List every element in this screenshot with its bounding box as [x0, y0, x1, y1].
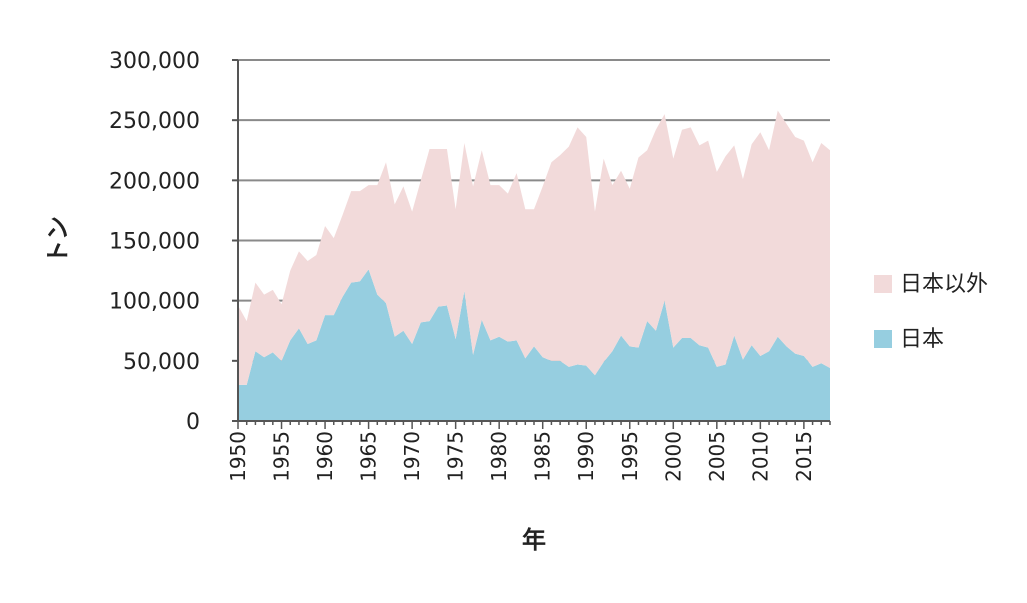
- x-axis-ticks: 1950 1955 1960 1965 1970 1975 1980 1985 1990 1995…: [226, 421, 831, 482]
- x-axis-title: 年: [522, 526, 546, 554]
- x-tick-label: 1950: [226, 431, 250, 482]
- x-tick-label: 1990: [574, 431, 598, 482]
- legend-label-non-japan: 日本以外: [900, 272, 988, 297]
- y-tick-label: 50,000: [123, 350, 200, 375]
- x-tick-label: 1980: [487, 431, 511, 482]
- y-tick-label: 150,000: [109, 230, 200, 255]
- plot-areas: [238, 110, 830, 421]
- x-tick-label: 1995: [618, 431, 642, 482]
- legend-item-japan: 日本: [874, 327, 944, 352]
- x-tick-label: 2015: [792, 431, 816, 482]
- y-axis-ticks: 0 50,000 100,000 150,000 200,000 250,000 300,0…: [109, 49, 238, 435]
- x-tick-label: 1960: [313, 431, 337, 482]
- x-tick-label: 2010: [748, 431, 772, 482]
- x-tick-label: 1965: [357, 431, 381, 482]
- y-tick-label: 250,000: [109, 109, 200, 134]
- y-tick-label: 100,000: [109, 290, 200, 315]
- x-tick-label: 1970: [400, 431, 424, 482]
- legend-swatch-japan: [874, 330, 892, 348]
- legend: 日本以外 日本: [874, 272, 988, 352]
- area-series-non-japan: [238, 110, 830, 385]
- legend-swatch-non-japan: [874, 275, 892, 293]
- y-axis-title: トン: [44, 216, 72, 264]
- x-tick-label: 1975: [444, 431, 468, 482]
- legend-item-non-japan: 日本以外: [874, 272, 988, 297]
- y-tick-label: 300,000: [109, 49, 200, 74]
- legend-label-japan: 日本: [900, 327, 944, 352]
- y-tick-label: 0: [186, 410, 200, 435]
- x-tick-label: 1985: [531, 431, 555, 482]
- x-tick-label: 2005: [705, 431, 729, 482]
- x-tick-label: 2000: [661, 431, 685, 482]
- y-tick-label: 200,000: [109, 169, 200, 194]
- x-tick-label: 1955: [270, 431, 294, 482]
- area-series-japan: [238, 269, 830, 421]
